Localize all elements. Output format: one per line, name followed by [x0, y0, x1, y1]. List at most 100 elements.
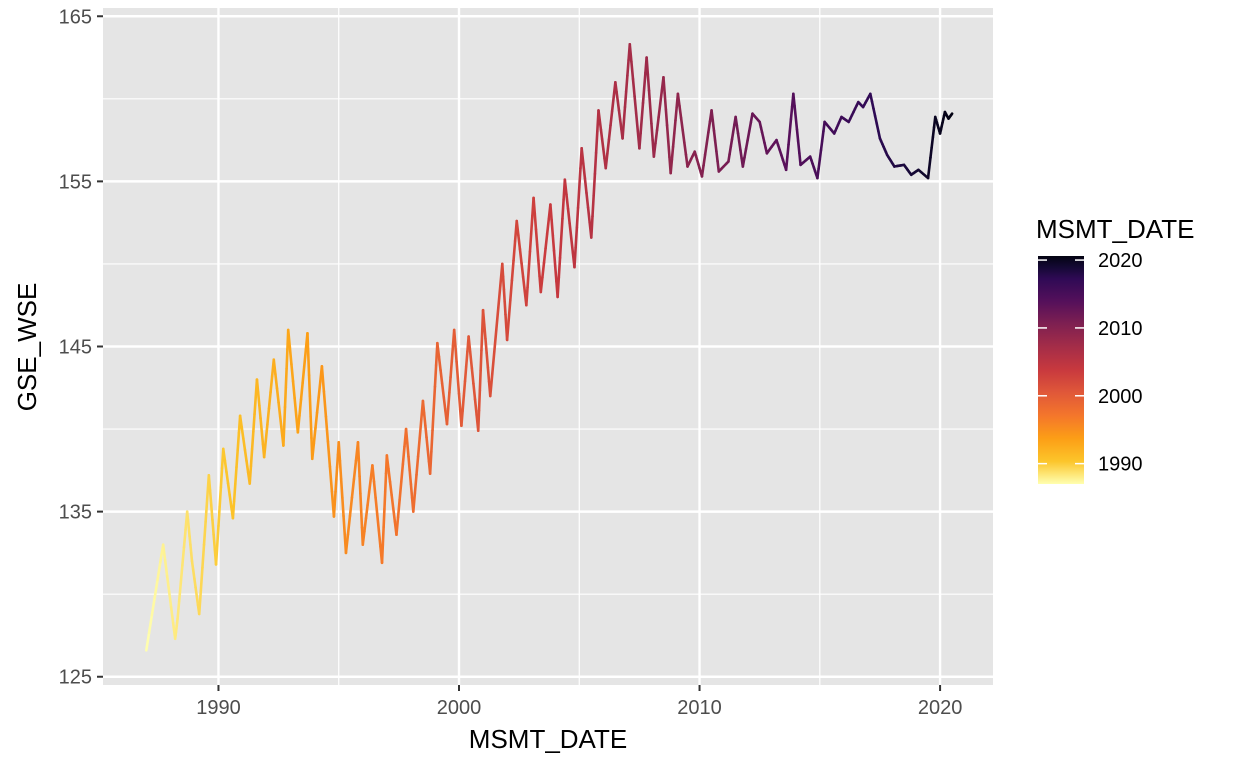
series-segment [371, 464, 376, 483]
series-segment [553, 264, 558, 283]
series-segment [561, 197, 565, 221]
series-segment [672, 118, 677, 135]
series-segment [490, 350, 496, 376]
series-segment [195, 595, 200, 607]
series-segment [293, 396, 298, 417]
series-segment [215, 524, 220, 547]
series-segment [713, 139, 718, 153]
series-segment [189, 543, 193, 555]
series-segment [448, 375, 452, 395]
legend-title: MSMT_DATE [1036, 214, 1194, 244]
series-segment [324, 415, 330, 443]
series-segment [585, 191, 590, 210]
series-segment [670, 145, 675, 162]
series-segment [515, 219, 520, 237]
series-segment [433, 363, 438, 388]
series-segment [793, 104, 798, 119]
series-segment [187, 526, 191, 538]
series-segment [476, 409, 481, 433]
series-segment [678, 104, 683, 120]
series-segment [557, 256, 562, 279]
series-segment [510, 259, 515, 282]
series-segment [428, 450, 433, 475]
series-segment [798, 151, 802, 167]
series-segment [424, 423, 428, 439]
series-segment [512, 239, 517, 262]
series-segment [274, 372, 279, 390]
series-segment [537, 259, 541, 278]
series-segment [518, 247, 523, 265]
series-segment [328, 465, 334, 493]
series-segment [169, 606, 175, 625]
series-segment [342, 514, 347, 536]
series-segment [535, 243, 540, 262]
series-segment [282, 425, 286, 447]
series-segment [225, 470, 230, 485]
series-segment [556, 276, 561, 299]
series-segment [359, 509, 364, 529]
series-segment [301, 365, 306, 385]
series-segment [182, 528, 187, 549]
series-segment [606, 138, 611, 156]
series-segment [927, 156, 932, 170]
series-segment [565, 193, 570, 211]
series-segment [657, 102, 662, 119]
series-segment [663, 92, 668, 111]
series-segment [734, 115, 739, 127]
series-segment [416, 436, 422, 458]
series-segment [460, 409, 464, 428]
series-segment [310, 442, 316, 461]
series-segment [485, 351, 490, 369]
series-segment [737, 140, 742, 152]
series-segment [262, 439, 268, 459]
series-segment [630, 60, 635, 81]
series-segment [315, 395, 320, 414]
legend: MSMT_DATE 2020 2010 2000 1990 [1036, 214, 1194, 484]
series-segment [332, 502, 337, 518]
series-segment [298, 398, 303, 418]
series-segment [533, 212, 538, 231]
series-segment [202, 520, 207, 546]
series-segment [194, 586, 199, 598]
series-segment [676, 92, 681, 108]
series-segment [617, 109, 622, 122]
series-segment [621, 121, 626, 140]
series-segment [703, 142, 709, 156]
x-axis-title: MSMT_DATE [469, 724, 627, 754]
series-segment [431, 407, 436, 432]
series-segment [819, 139, 824, 152]
series-segment [344, 533, 350, 555]
series-segment [583, 176, 588, 195]
legend-label: 1990 [1098, 454, 1143, 476]
series-segment [391, 507, 397, 523]
series-segment [375, 512, 381, 532]
series-segment [707, 120, 712, 134]
series-segment [245, 459, 250, 474]
series-segment [426, 448, 431, 463]
series-segment [357, 458, 361, 478]
series-segment [658, 89, 664, 106]
series-segment [795, 128, 800, 143]
series-segment [430, 428, 434, 454]
series-segment [604, 152, 609, 170]
series-segment [818, 148, 823, 161]
series-segment [501, 275, 506, 291]
series-segment [559, 217, 564, 240]
series-segment [500, 262, 505, 278]
series-segment [165, 574, 171, 594]
series-segment [372, 480, 377, 500]
x-tick-label: 2020 [918, 697, 963, 719]
series-segment [746, 129, 751, 142]
series-segment [243, 448, 248, 463]
series-segment [269, 374, 274, 394]
series-segment [335, 465, 339, 481]
series-segment [626, 58, 630, 77]
series-segment [307, 373, 312, 398]
series-segment [383, 472, 388, 493]
series-segment [623, 90, 628, 109]
series-segment [788, 117, 793, 134]
series-segment [796, 139, 801, 155]
series-segment [432, 385, 437, 410]
series-segment [405, 441, 410, 458]
series-segment [794, 116, 799, 131]
